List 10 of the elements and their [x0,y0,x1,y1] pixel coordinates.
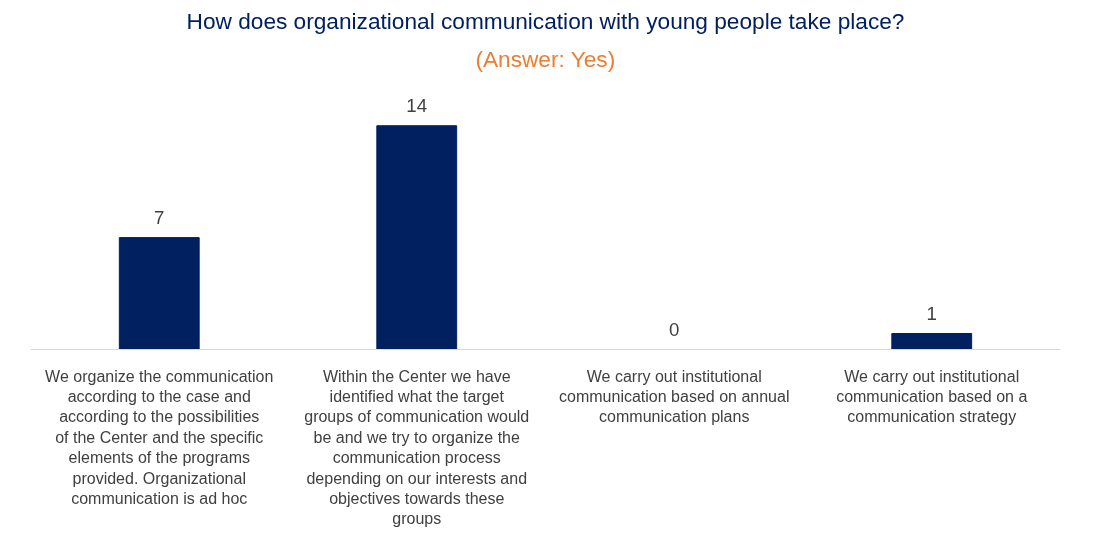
data-label: 14 [406,94,428,116]
chart-title: How does organizational communication with young people take place? [186,7,905,34]
x-tick-label: We carry out institutional communication based on a communication strategy [836,367,1028,426]
data-label: 1 [926,302,937,324]
data-label: 7 [154,206,165,228]
x-tick-label: We carry out institutional communication based on annual communication plans [559,367,790,426]
chart-subtitle: (Answer: Yes) [475,45,616,72]
data-label: 0 [669,318,680,340]
x-tick-label: Within the Center we have identified what the target groups of communication would be and we try to organize the communication process depending on our interests and objectives towards these groups [304,367,530,528]
x-tick-label: We organize the communication according to the case and according to the possibilities of the Center and the specific elements of the programs provided. Organizational communication is ad hoc [45,367,274,507]
